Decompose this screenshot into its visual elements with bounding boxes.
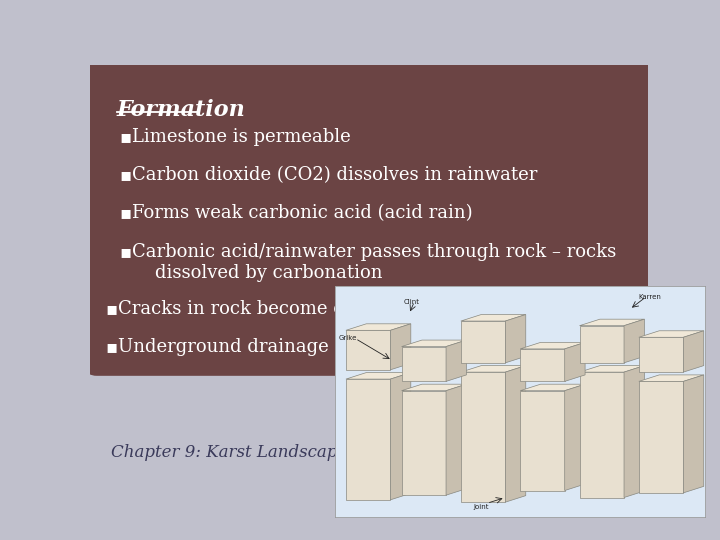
Text: Underground drainage system develops: Underground drainage system develops: [118, 339, 484, 356]
Text: Limestone is permeable: Limestone is permeable: [132, 128, 351, 146]
Polygon shape: [521, 384, 585, 391]
Polygon shape: [402, 384, 467, 391]
Polygon shape: [346, 373, 411, 379]
Text: Joint: Joint: [474, 504, 489, 510]
Text: Clint: Clint: [403, 299, 419, 305]
FancyBboxPatch shape: [86, 64, 652, 376]
Polygon shape: [346, 330, 390, 370]
FancyBboxPatch shape: [335, 286, 706, 518]
Polygon shape: [639, 381, 683, 493]
Polygon shape: [683, 331, 703, 372]
Polygon shape: [446, 384, 467, 495]
Polygon shape: [390, 324, 411, 370]
Text: Cracks in rock become enlarged: Cracks in rock become enlarged: [118, 300, 415, 318]
Polygon shape: [683, 375, 703, 493]
Polygon shape: [402, 391, 446, 495]
Text: Carbon dioxide (CO2) dissolves in rainwater: Carbon dioxide (CO2) dissolves in rainwa…: [132, 166, 537, 184]
Polygon shape: [580, 326, 624, 363]
Text: Forms weak carbonic acid (acid rain): Forms weak carbonic acid (acid rain): [132, 205, 472, 222]
Polygon shape: [521, 349, 564, 381]
Polygon shape: [505, 314, 526, 363]
Text: Karren: Karren: [639, 294, 662, 300]
Polygon shape: [639, 331, 703, 338]
Polygon shape: [580, 372, 624, 497]
Text: ▪: ▪: [106, 300, 118, 318]
Polygon shape: [639, 375, 703, 381]
Text: Formation: Formation: [117, 99, 246, 121]
Polygon shape: [461, 366, 526, 372]
Polygon shape: [461, 372, 505, 502]
Text: ▪: ▪: [120, 166, 132, 184]
Polygon shape: [346, 324, 411, 330]
Polygon shape: [402, 347, 446, 381]
Polygon shape: [639, 338, 683, 372]
Text: Grike: Grike: [338, 335, 357, 341]
Polygon shape: [446, 340, 467, 381]
Text: ▪: ▪: [120, 205, 132, 222]
Polygon shape: [505, 366, 526, 502]
Polygon shape: [564, 342, 585, 381]
Polygon shape: [624, 319, 644, 363]
Polygon shape: [564, 384, 585, 490]
Polygon shape: [402, 340, 467, 347]
Polygon shape: [580, 319, 644, 326]
Polygon shape: [521, 391, 564, 490]
Text: ▪: ▪: [120, 128, 132, 146]
Polygon shape: [461, 321, 505, 363]
Text: ▪: ▪: [106, 339, 118, 356]
Polygon shape: [346, 379, 390, 500]
Text: Chapter 9: Karst Landscape: Chapter 9: Karst Landscape: [111, 444, 348, 461]
Polygon shape: [624, 366, 644, 497]
Polygon shape: [521, 342, 585, 349]
Polygon shape: [461, 314, 526, 321]
Text: Carbonic acid/rainwater passes through rock – rocks
    dissolved by carbonation: Carbonic acid/rainwater passes through r…: [132, 243, 616, 281]
Text: ▪: ▪: [120, 243, 132, 261]
Polygon shape: [390, 373, 411, 500]
Polygon shape: [580, 366, 644, 372]
